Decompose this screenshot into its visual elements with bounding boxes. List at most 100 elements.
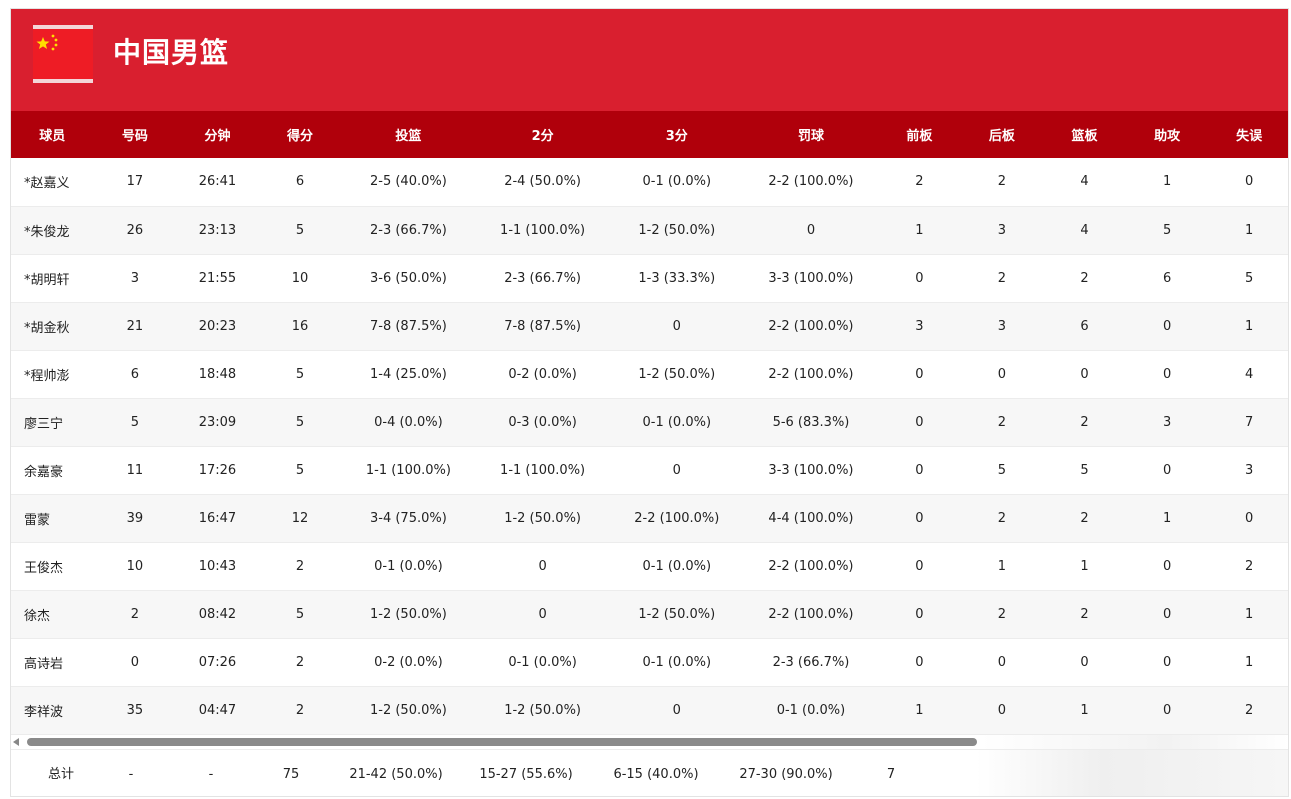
stat-cell: 0 — [878, 350, 961, 399]
stat-cell: 0 — [1043, 350, 1126, 399]
stat-cell: 2-2 (100.0%) — [743, 590, 879, 639]
team-name: 中国男篮 — [113, 36, 230, 69]
totals-cell: 21-42 (50.0%) — [349, 767, 443, 782]
stat-cell: 26 — [93, 206, 177, 255]
stat-cell: 7-8 (87.5%) — [475, 302, 610, 351]
column-header: 分钟 — [176, 111, 259, 158]
stat-cell: 5 — [258, 350, 342, 399]
table-row: *胡金秋 21 20:23 16 7-8 (87.5%) 7-8 (87.5%) 0 2-2 … — [11, 302, 1288, 351]
stat-cell: 2 — [878, 158, 961, 207]
stat-cell: 0 — [93, 638, 177, 687]
stat-cell: 1-2 (50.0%) — [609, 350, 744, 399]
stat-cell: 3 — [93, 254, 177, 303]
stat-cell: 0 — [1125, 446, 1209, 495]
stat-cell: 07:26 — [176, 638, 259, 687]
stat-cell: 35 — [93, 686, 177, 735]
stat-cell: 0-1 (0.0%) — [609, 398, 744, 447]
totals-cell: - — [208, 767, 214, 782]
stat-cell: 0 — [609, 446, 744, 495]
stat-cell: 1 — [960, 542, 1044, 591]
stat-cell: 0 — [878, 446, 961, 495]
stat-cell: 1-1 (100.0%) — [475, 206, 610, 255]
stat-cell: 17 — [93, 158, 177, 207]
stat-cell: 1 — [878, 206, 961, 255]
column-header: 罚球 — [743, 111, 879, 158]
stat-cell: 18:48 — [176, 350, 259, 399]
stat-cell: 2 — [258, 638, 342, 687]
stat-cell: 4 — [1043, 158, 1126, 207]
stat-cell: 0 — [1125, 350, 1209, 399]
stat-cell: 1-2 (50.0%) — [609, 590, 744, 639]
stat-cell: 04:47 — [176, 686, 259, 735]
stat-cell: 0 — [1125, 590, 1209, 639]
stat-cell: 0 — [1208, 494, 1288, 543]
table-row: 徐杰 2 08:42 5 1-2 (50.0%) 0 1-2 (50.0%) 2-2 (100… — [11, 590, 1288, 639]
stat-cell: 16 — [258, 302, 342, 351]
stat-cell: 3 — [878, 302, 961, 351]
stat-cell: 0 — [960, 638, 1044, 687]
stat-cell: 6 — [258, 158, 342, 207]
stat-cell: 3 — [960, 302, 1044, 351]
stat-cell: 2 — [93, 590, 177, 639]
stat-cell: 12 — [258, 494, 342, 543]
horizontal-scrollbar[interactable] — [11, 735, 1288, 749]
stat-cell: 0-1 (0.0%) — [609, 542, 744, 591]
player-name: *胡明轩 — [11, 254, 94, 303]
stat-cell: 16:47 — [176, 494, 259, 543]
stat-cell: 5 — [1125, 206, 1209, 255]
stat-cell: 2 — [1208, 542, 1288, 591]
stat-cell: 17:26 — [176, 446, 259, 495]
table-row: 雷蒙 39 16:47 12 3-4 (75.0%) 1-2 (50.0%) 2-2 (10… — [11, 494, 1288, 543]
column-header: 号码 — [93, 111, 177, 158]
stat-cell: 2 — [258, 686, 342, 735]
scrollbar-thumb[interactable] — [27, 738, 977, 746]
stat-cell: 2-2 (100.0%) — [743, 302, 879, 351]
stat-cell: 0 — [960, 350, 1044, 399]
stat-cell: 5 — [258, 590, 342, 639]
stat-cell: 2-3 (66.7%) — [341, 206, 476, 255]
totals-cell: 6-15 (40.0%) — [613, 767, 699, 782]
stat-cell: 0-1 (0.0%) — [475, 638, 610, 687]
stat-cell: 20:23 — [176, 302, 259, 351]
stat-cell: 0-2 (0.0%) — [475, 350, 610, 399]
table-row: 余嘉豪 11 17:26 5 1-1 (100.0%) 1-1 (100.0%) 0 3-3 … — [11, 446, 1288, 495]
stat-cell: 6 — [1043, 302, 1126, 351]
column-header: 助攻 — [1125, 111, 1209, 158]
stat-cell: 1 — [1208, 302, 1288, 351]
stat-cell: 4-4 (100.0%) — [743, 494, 879, 543]
player-name: *程帅澎 — [11, 350, 94, 399]
stat-cell: 3-6 (50.0%) — [341, 254, 476, 303]
stat-cell: 2 — [1208, 686, 1288, 735]
stat-cell: 10:43 — [176, 542, 259, 591]
player-name: 王俊杰 — [11, 542, 94, 591]
stat-cell: 5 — [1208, 254, 1288, 303]
stat-cell: 0-2 (0.0%) — [341, 638, 476, 687]
scroll-left-arrow-icon[interactable] — [13, 738, 19, 746]
stat-cell: 2 — [258, 542, 342, 591]
stat-cell: 11 — [93, 446, 177, 495]
stat-cell: 1-1 (100.0%) — [475, 446, 610, 495]
stat-cell: 2 — [960, 494, 1044, 543]
table-row: 廖三宁 5 23:09 5 0-4 (0.0%) 0-3 (0.0%) 0-1 (0.0%)… — [11, 398, 1288, 447]
stat-cell: 1-2 (50.0%) — [475, 686, 610, 735]
stat-cell: 0 — [743, 206, 879, 255]
table-row: 王俊杰 10 10:43 2 0-1 (0.0%) 0 0-1 (0.0%) 2-2 (100… — [11, 542, 1288, 591]
table-row: *程帅澎 6 18:48 5 1-4 (25.0%) 0-2 (0.0%) 1-2 (50.… — [11, 350, 1288, 399]
stat-cell: 3 — [1208, 446, 1288, 495]
stat-cell: 21:55 — [176, 254, 259, 303]
column-header: 球员 — [11, 111, 94, 158]
stat-cell: 3-3 (100.0%) — [743, 254, 879, 303]
table-header-row: 球员 号码 分钟 得分 投篮 2分 3分 罚球 前板 后板 篮板 助攻 失误 — [11, 111, 1288, 158]
player-name: 高诗岩 — [11, 638, 94, 687]
table-row: 李祥波 35 04:47 2 1-2 (50.0%) 1-2 (50.0%) 0 0-1 (0… — [11, 686, 1288, 735]
stat-cell: 2-2 (100.0%) — [609, 494, 744, 543]
stat-cell: 1-2 (50.0%) — [609, 206, 744, 255]
stat-cell: 0-4 (0.0%) — [341, 398, 476, 447]
stat-cell: 3 — [1125, 398, 1209, 447]
player-stats-table: 球员 号码 分钟 得分 投篮 2分 3分 罚球 前板 后板 篮板 助攻 失误 *赵嘉义 17 26:41 6 2… — [11, 111, 1288, 735]
totals-cell: 7 — [886, 767, 896, 782]
stat-cell: 1 — [1125, 158, 1209, 207]
stat-cell: 2-2 (100.0%) — [743, 542, 879, 591]
stat-cell: 2-4 (50.0%) — [475, 158, 610, 207]
stat-cell: 1 — [1208, 590, 1288, 639]
